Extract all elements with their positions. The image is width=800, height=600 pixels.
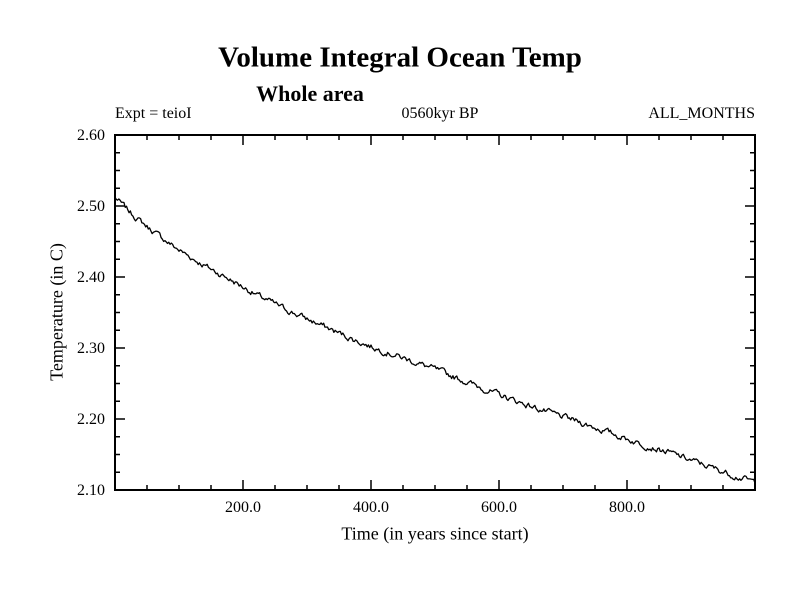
y-tick-label: 2.40 bbox=[77, 269, 105, 286]
months-label: ALL_MONTHS bbox=[648, 105, 755, 122]
y-tick-label: 2.10 bbox=[77, 482, 105, 499]
x-axis-label: Time (in years since start) bbox=[341, 523, 529, 544]
x-tick-label: 600.0 bbox=[481, 499, 517, 516]
x-tick-label: 400.0 bbox=[353, 499, 389, 516]
y-tick-label: 2.30 bbox=[77, 340, 105, 357]
x-tick-label: 800.0 bbox=[609, 499, 645, 516]
y-tick-label: 2.50 bbox=[77, 198, 105, 215]
chart-title: Volume Integral Ocean Temp bbox=[218, 41, 582, 74]
experiment-label: Expt = teioI bbox=[115, 105, 192, 122]
chart-subtitle: Whole area bbox=[256, 81, 364, 106]
temperature-series-line bbox=[114, 196, 756, 484]
period-label: 0560kyr BP bbox=[401, 105, 479, 122]
y-tick-label: 2.60 bbox=[77, 127, 105, 144]
x-tick-label: 200.0 bbox=[225, 499, 261, 516]
y-tick-label: 2.20 bbox=[77, 411, 105, 428]
